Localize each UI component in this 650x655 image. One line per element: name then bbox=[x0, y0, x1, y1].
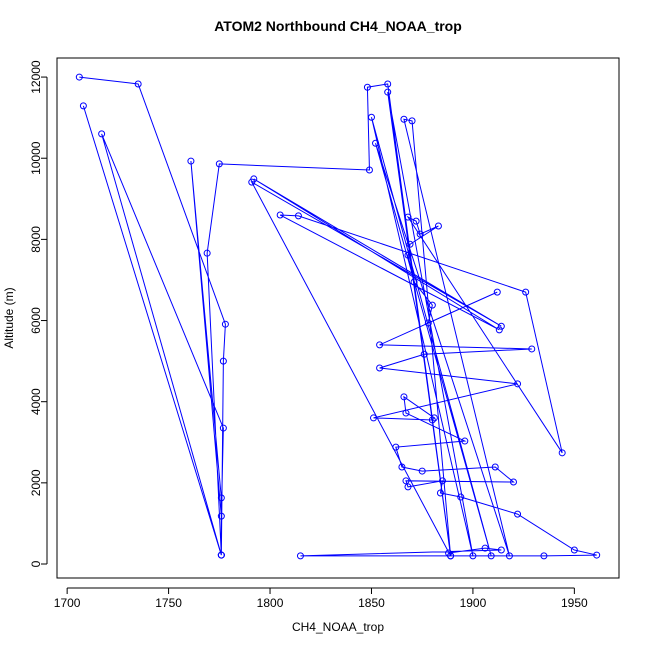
x-tick-label: 1850 bbox=[358, 596, 385, 610]
point bbox=[436, 489, 444, 497]
point bbox=[593, 551, 601, 559]
point bbox=[367, 113, 375, 121]
point bbox=[79, 102, 87, 110]
point bbox=[276, 211, 284, 219]
y-axis-label: Altitude (m) bbox=[2, 287, 16, 348]
point bbox=[400, 115, 408, 123]
point bbox=[384, 88, 392, 96]
series-line bbox=[79, 76, 597, 557]
point bbox=[294, 212, 302, 220]
point bbox=[522, 288, 530, 296]
point bbox=[514, 510, 522, 518]
point bbox=[491, 463, 499, 471]
x-tick-label: 1700 bbox=[54, 596, 81, 610]
point bbox=[372, 139, 380, 147]
point bbox=[404, 251, 412, 259]
point bbox=[219, 357, 227, 365]
point bbox=[528, 345, 536, 353]
point bbox=[558, 449, 566, 457]
point bbox=[404, 483, 412, 491]
point bbox=[461, 437, 469, 445]
point bbox=[418, 467, 426, 475]
point bbox=[250, 175, 258, 183]
point bbox=[217, 512, 225, 520]
point bbox=[217, 494, 225, 502]
point bbox=[469, 552, 477, 560]
point bbox=[412, 217, 420, 225]
chart-title: ATOM2 Northbound CH4_NOAA_trop bbox=[214, 18, 462, 34]
point bbox=[495, 326, 503, 334]
point bbox=[514, 380, 522, 388]
point bbox=[402, 409, 410, 417]
point bbox=[457, 493, 465, 501]
point bbox=[428, 416, 436, 424]
point bbox=[384, 80, 392, 88]
point bbox=[416, 230, 424, 238]
x-tick-label: 1800 bbox=[257, 596, 284, 610]
point bbox=[497, 322, 505, 330]
point bbox=[410, 278, 418, 286]
point bbox=[505, 552, 513, 560]
point bbox=[296, 552, 304, 560]
point bbox=[408, 117, 416, 125]
point bbox=[98, 130, 106, 138]
point bbox=[424, 319, 432, 327]
point bbox=[445, 549, 453, 557]
point bbox=[404, 213, 412, 221]
x-tick-label: 1750 bbox=[155, 596, 182, 610]
y-tick-label: 8000 bbox=[29, 226, 43, 253]
point bbox=[438, 477, 446, 485]
point bbox=[134, 80, 142, 88]
point bbox=[392, 443, 400, 451]
point bbox=[398, 463, 406, 471]
point bbox=[370, 414, 378, 422]
y-tick-label: 0 bbox=[29, 560, 43, 567]
point bbox=[434, 222, 442, 230]
point bbox=[221, 320, 229, 328]
point bbox=[365, 166, 373, 174]
point bbox=[497, 546, 505, 554]
plot-frame bbox=[56, 57, 620, 579]
y-tick-label: 10000 bbox=[29, 141, 43, 175]
point bbox=[217, 551, 225, 559]
point bbox=[540, 552, 548, 560]
point bbox=[75, 73, 83, 81]
point bbox=[363, 83, 371, 91]
point bbox=[428, 301, 436, 309]
y-tick-label: 4000 bbox=[29, 388, 43, 415]
point bbox=[400, 393, 408, 401]
y-tick-label: 2000 bbox=[29, 469, 43, 496]
x-tick-label: 1950 bbox=[561, 596, 588, 610]
point bbox=[219, 424, 227, 432]
x-axis-label: CH4_NOAA_trop bbox=[292, 620, 384, 634]
point bbox=[215, 160, 223, 168]
point bbox=[376, 341, 384, 349]
point bbox=[406, 240, 414, 248]
point bbox=[487, 552, 495, 560]
point bbox=[187, 157, 195, 165]
point bbox=[570, 546, 578, 554]
point bbox=[430, 414, 438, 422]
point bbox=[509, 478, 517, 486]
point bbox=[481, 544, 489, 552]
point bbox=[402, 477, 410, 485]
x-tick-label: 1900 bbox=[460, 596, 487, 610]
point bbox=[493, 288, 501, 296]
point bbox=[376, 364, 384, 372]
y-tick-label: 6000 bbox=[29, 307, 43, 334]
point bbox=[203, 249, 211, 257]
y-tick-label: 12000 bbox=[29, 60, 43, 94]
point bbox=[420, 350, 428, 358]
